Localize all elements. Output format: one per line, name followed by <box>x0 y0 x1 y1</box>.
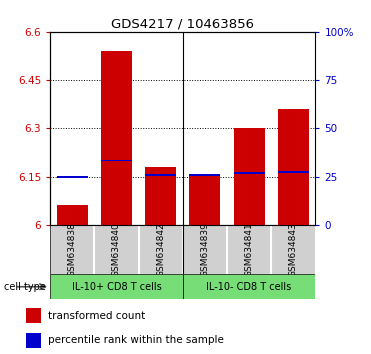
Bar <box>57 176 88 177</box>
Text: IL-10- CD8 T cells: IL-10- CD8 T cells <box>206 282 292 292</box>
Text: GSM634843: GSM634843 <box>289 222 298 277</box>
Bar <box>234 129 265 225</box>
Bar <box>145 174 176 176</box>
Bar <box>278 171 309 173</box>
Text: GSM634839: GSM634839 <box>200 222 209 277</box>
Text: GSM634838: GSM634838 <box>68 222 77 277</box>
Bar <box>101 160 132 161</box>
Bar <box>234 172 265 174</box>
Bar <box>50 274 183 299</box>
Text: GSM634840: GSM634840 <box>112 222 121 277</box>
Text: IL-10+ CD8 T cells: IL-10+ CD8 T cells <box>72 282 161 292</box>
Text: transformed count: transformed count <box>48 311 145 321</box>
Bar <box>57 206 88 225</box>
Bar <box>26 308 41 323</box>
Title: GDS4217 / 10463856: GDS4217 / 10463856 <box>111 18 254 31</box>
Text: percentile rank within the sample: percentile rank within the sample <box>48 335 224 345</box>
Bar <box>189 174 220 176</box>
Bar <box>183 274 315 299</box>
Text: GSM634842: GSM634842 <box>156 222 165 277</box>
Bar <box>145 167 176 225</box>
Bar <box>189 175 220 225</box>
Bar <box>278 109 309 225</box>
Bar <box>101 51 132 225</box>
Bar <box>26 333 41 348</box>
Text: GSM634841: GSM634841 <box>244 222 253 277</box>
Text: cell type: cell type <box>4 282 46 292</box>
